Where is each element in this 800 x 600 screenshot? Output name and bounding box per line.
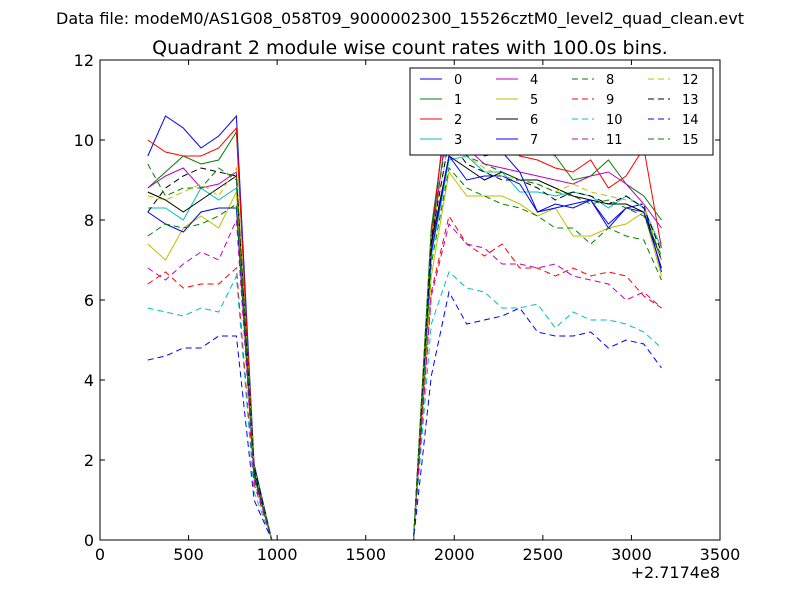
series-line-13 [147, 138, 662, 541]
x-tick-label: 3000 [611, 545, 652, 564]
legend-label-8: 8 [606, 73, 614, 88]
legend-label-12: 12 [682, 73, 699, 88]
y-tick-label: 8 [84, 211, 94, 230]
legend-box [409, 67, 714, 156]
x-offset-label: +2.7174e8 [631, 563, 720, 582]
y-tick-label: 0 [84, 531, 94, 550]
x-tick-label: 3500 [700, 545, 741, 564]
legend-label-3: 3 [454, 133, 462, 148]
legend-label-15: 15 [682, 133, 699, 148]
y-tick-label: 12 [74, 51, 94, 70]
x-tick-label: 0 [95, 545, 105, 564]
legend-label-1: 1 [454, 93, 462, 108]
series-line-15 [147, 126, 662, 541]
y-tick-label: 6 [84, 291, 94, 310]
x-tick-label: 1500 [345, 545, 386, 564]
chart-title: Quadrant 2 module wise count rates with … [152, 37, 668, 59]
legend-label-14: 14 [682, 113, 699, 128]
legend-label-11: 11 [606, 133, 623, 148]
legend-label-2: 2 [454, 113, 462, 128]
y-tick-label: 4 [84, 371, 94, 390]
x-tick-label: 2500 [522, 545, 563, 564]
suptitle: Data file: modeM0/AS1G08_058T09_90000023… [56, 9, 744, 29]
legend-label-13: 13 [682, 93, 699, 108]
legend-label-7: 7 [530, 133, 538, 148]
x-axis: 0 500 1000 1500 2000 2500 3000 3500 [95, 60, 740, 564]
x-tick-label: 500 [173, 545, 204, 564]
x-tick-label: 2000 [434, 545, 475, 564]
legend-label-6: 6 [530, 113, 538, 128]
legend-label-0: 0 [454, 73, 462, 88]
y-tick-label: 2 [84, 451, 94, 470]
y-tick-label: 10 [74, 131, 94, 150]
legend-label-9: 9 [606, 93, 614, 108]
x-tick-label: 1000 [257, 545, 298, 564]
legend-label-4: 4 [530, 73, 538, 88]
series-line-12 [147, 139, 662, 541]
legend-label-5: 5 [530, 93, 538, 108]
legend-label-10: 10 [606, 113, 623, 128]
